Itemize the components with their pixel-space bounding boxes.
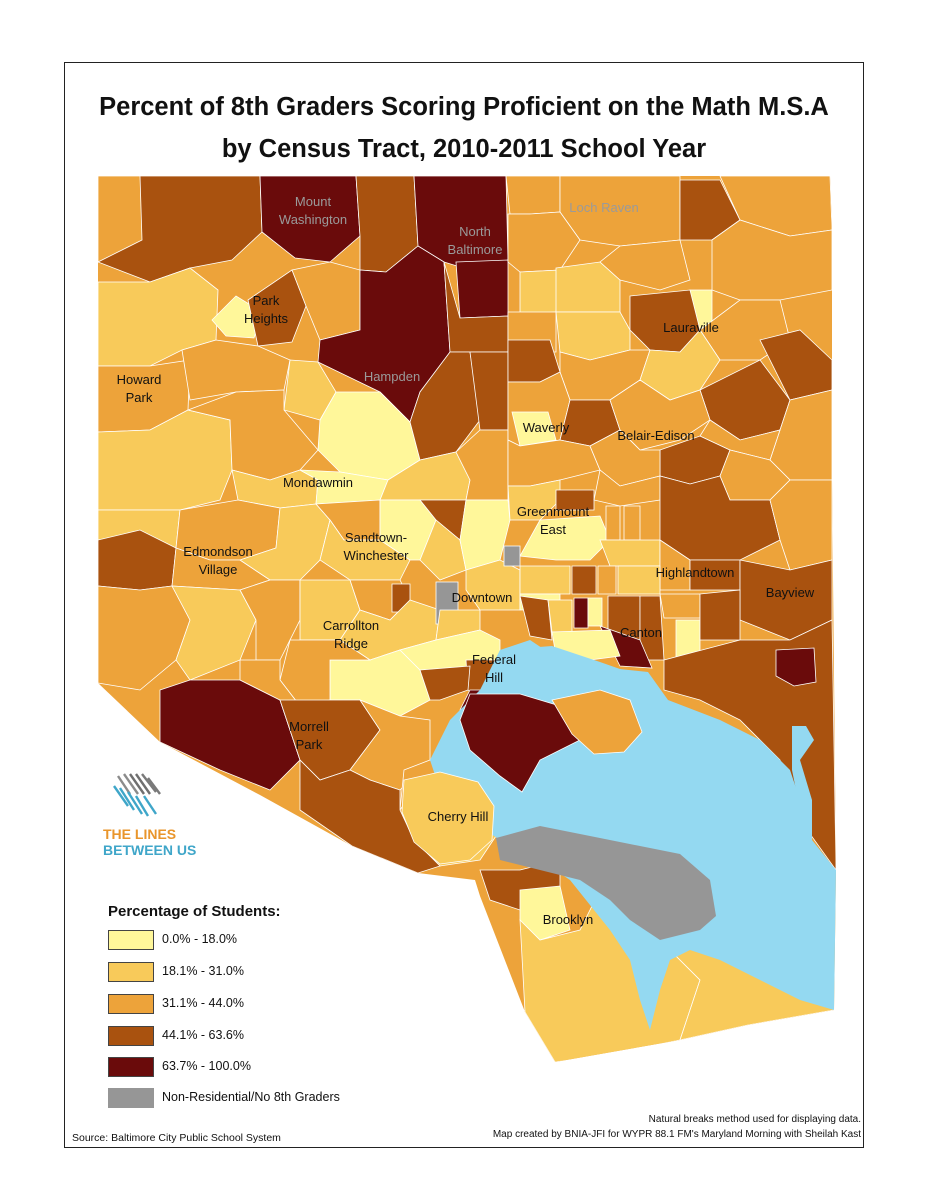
tract-polygon <box>419 665 471 701</box>
title-line-1: Percent of 8th Graders Scoring Proficien… <box>99 93 829 121</box>
neighborhood-label: Mondawmin <box>283 475 353 490</box>
tract-polygon <box>459 693 581 793</box>
neighborhood-label: Downtown <box>452 590 513 605</box>
neighborhood-label: Brooklyn <box>543 912 594 927</box>
tract-polygon <box>587 597 603 627</box>
neighborhood-label: Mount Washington <box>279 194 347 227</box>
tract-polygon <box>319 519 411 581</box>
neighborhood-label: Waverly <box>523 420 570 435</box>
legend-swatch <box>108 994 154 1014</box>
tract-polygon <box>247 269 307 347</box>
neighborhood-label: Bayview <box>766 585 815 600</box>
tract-polygon <box>419 519 467 581</box>
method-note: Natural breaks method used for displayin… <box>648 1114 861 1125</box>
neighborhood-label: Edmondson Village <box>183 544 252 577</box>
neighborhood-label: Greenmount East <box>517 504 590 537</box>
neighborhood-label: Canton <box>620 625 662 640</box>
neighborhood-label: Carrollton Ridge <box>323 618 379 651</box>
logo-line-1: THE LINES <box>103 826 177 842</box>
tract-polygon <box>181 339 291 401</box>
credit-note: Map created by BNIA-JFI for WYPR 88.1 FM… <box>492 1129 861 1140</box>
neighborhood-label: Sandtown-Winchester <box>343 530 409 563</box>
neighborhood-label: Highlandtown <box>656 565 735 580</box>
title-line-2: by Census Tract, 2010-2011 School Year <box>221 135 707 163</box>
tract-polygon <box>659 593 701 619</box>
logo-line-2: BETWEEN US <box>103 842 197 858</box>
inner-harbor <box>500 646 640 704</box>
creek <box>792 726 814 866</box>
tract-polygon <box>623 505 641 541</box>
legend-item: 31.1% - 44.0% <box>108 994 408 1016</box>
legend-swatch <box>108 1057 154 1077</box>
tract-polygon <box>555 261 621 313</box>
tract-polygon <box>519 595 553 641</box>
tract-polygon <box>573 597 589 629</box>
neighborhood-label: Howard Park <box>117 372 162 405</box>
tract-polygon <box>555 489 595 511</box>
tract-polygon <box>519 269 561 315</box>
neighborhood-label: Park Heights <box>244 293 289 326</box>
tract-polygon <box>711 219 833 301</box>
legend-item: 44.1% - 63.6% <box>108 1026 408 1048</box>
legend-swatch <box>108 1026 154 1046</box>
source-note: Source: Baltimore City Public School Sys… <box>72 1132 281 1144</box>
neighborhood-label: Hampden <box>364 369 420 384</box>
neighborhood-label: North Baltimore <box>448 224 503 257</box>
tract-polygon <box>503 545 521 567</box>
tract-polygon <box>599 239 691 291</box>
legend-label: 0.0% - 18.0% <box>162 932 238 946</box>
tract-polygon <box>98 176 143 263</box>
tract-polygon <box>519 885 571 941</box>
tract-polygon <box>519 565 571 595</box>
neighborhood-label: Cherry Hill <box>428 809 489 824</box>
map-notes: Natural breaks method used for displayin… <box>493 1112 861 1142</box>
legend-label: 44.1% - 63.6% <box>162 1028 244 1042</box>
map-title: Percent of 8th Graders Scoring Proficien… <box>64 86 864 170</box>
legend-swatch <box>108 930 154 950</box>
logo-mark-icon <box>113 773 161 817</box>
tract-polygon <box>599 539 661 567</box>
neighborhood-label: Loch Raven <box>569 200 638 215</box>
tract-polygon <box>186 389 319 481</box>
tract-polygon <box>699 589 741 641</box>
tract-polygon <box>547 599 573 633</box>
legend-item: 63.7% - 100.0% <box>108 1057 408 1079</box>
non-residential-area <box>496 826 716 940</box>
tract-polygon <box>455 259 509 319</box>
legend-swatch <box>108 962 154 982</box>
legend-item: Non-Residential/No 8th Graders <box>108 1088 408 1110</box>
legend-title: Percentage of Students: <box>108 903 281 920</box>
tract-polygon <box>505 176 561 215</box>
tract-polygon <box>617 565 661 595</box>
neighborhood-label: Lauraville <box>663 320 719 335</box>
map-frame <box>64 62 864 1148</box>
neighborhood-label: Morrell Park <box>289 719 329 752</box>
tract-polygon <box>775 647 817 687</box>
legend-label: 18.1% - 31.0% <box>162 964 244 978</box>
legend-swatch <box>108 1088 154 1108</box>
tract-polygon <box>401 771 495 865</box>
legend-item: 18.1% - 31.0% <box>108 962 408 984</box>
tract-polygon <box>597 565 617 595</box>
legend-item: 0.0% - 18.0% <box>108 930 408 952</box>
tract-polygon <box>605 505 621 541</box>
tract-polygon <box>759 329 833 401</box>
tract-polygon <box>511 411 557 447</box>
neighborhood-label: Belair-Edison <box>617 428 694 443</box>
neighborhood-label: Federal Hill <box>472 652 516 685</box>
tract-polygon <box>571 565 597 595</box>
logo-text: THE LINES BETWEEN US <box>103 826 196 858</box>
legend-label: 63.7% - 100.0% <box>162 1059 251 1073</box>
tract-polygon <box>507 211 581 273</box>
tract-polygon <box>551 689 643 755</box>
the-lines-between-us-logo <box>100 770 210 860</box>
legend-label: 31.1% - 44.0% <box>162 996 244 1010</box>
legend-label: Non-Residential/No 8th Graders <box>162 1090 340 1104</box>
